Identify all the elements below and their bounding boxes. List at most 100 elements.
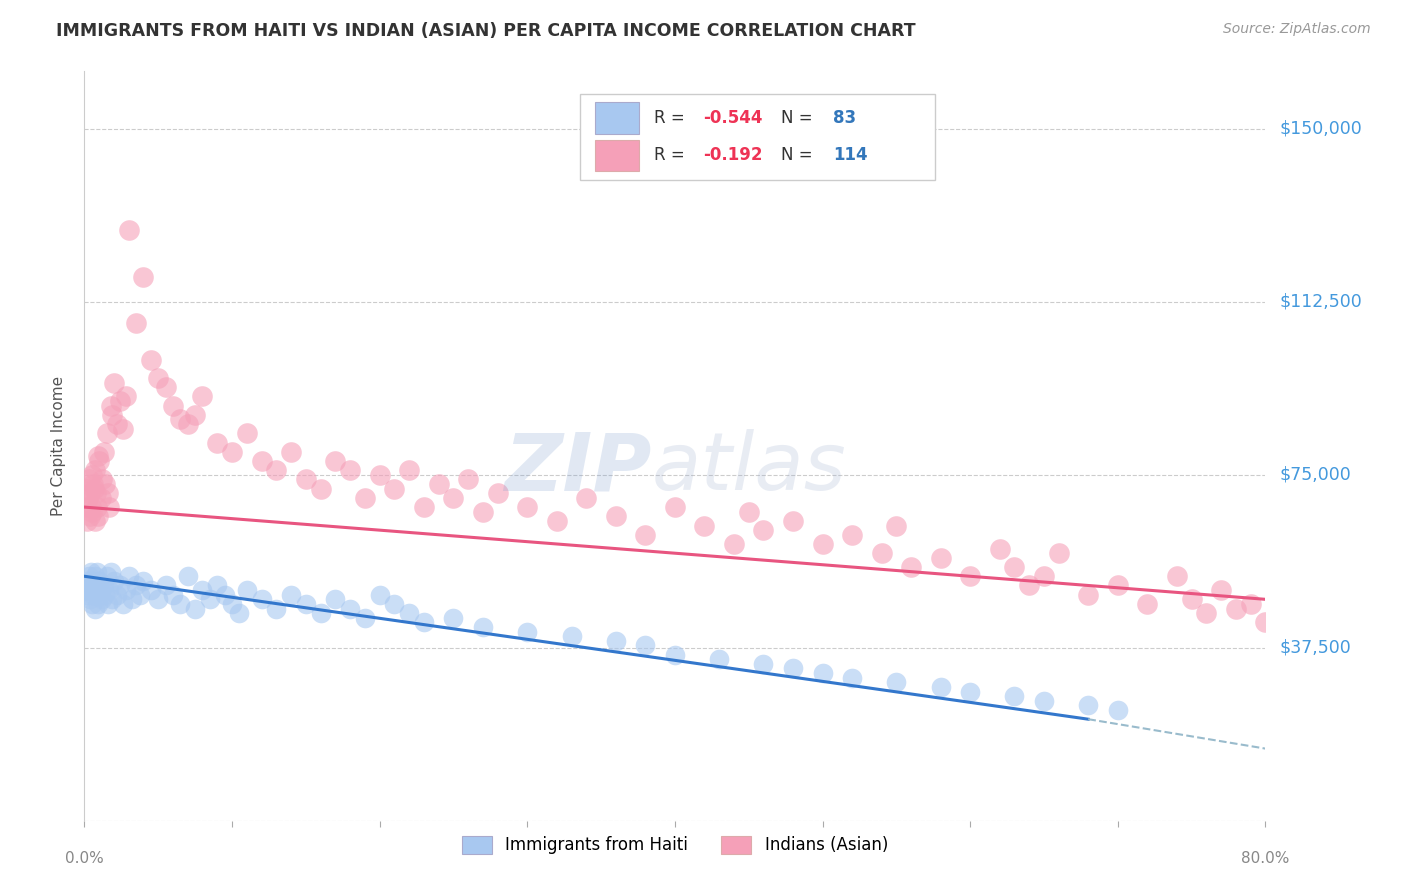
Point <box>929 550 952 565</box>
Point <box>79 486 101 500</box>
Point <box>221 444 243 458</box>
Point <box>1136 597 1159 611</box>
Point <box>250 592 273 607</box>
Point <box>103 574 125 588</box>
Point <box>782 661 804 675</box>
Point <box>1077 698 1099 713</box>
Text: IMMIGRANTS FROM HAITI VS INDIAN (ASIAN) PER CAPITA INCOME CORRELATION CHART: IMMIGRANTS FROM HAITI VS INDIAN (ASIAN) … <box>56 22 915 40</box>
FancyBboxPatch shape <box>581 94 935 180</box>
Text: $75,000: $75,000 <box>1279 466 1351 483</box>
Point <box>870 546 893 560</box>
Point <box>988 541 1011 556</box>
Point <box>664 648 686 662</box>
Point <box>811 666 834 681</box>
Text: Source: ZipAtlas.com: Source: ZipAtlas.com <box>1223 22 1371 37</box>
Point <box>354 491 377 505</box>
Point <box>575 491 598 505</box>
Point <box>86 565 108 579</box>
Point <box>83 482 105 496</box>
Point <box>76 574 98 588</box>
Point <box>228 606 250 620</box>
Point <box>105 417 128 431</box>
Point <box>87 578 110 592</box>
Point <box>76 482 98 496</box>
Point <box>339 463 361 477</box>
Point <box>103 376 125 390</box>
Point <box>280 588 302 602</box>
Point <box>250 454 273 468</box>
Point <box>148 592 170 607</box>
Point <box>101 592 124 607</box>
Point <box>80 467 103 482</box>
Text: 0.0%: 0.0% <box>65 851 104 865</box>
Point <box>1329 601 1351 615</box>
Point <box>664 500 686 514</box>
Point <box>125 578 148 592</box>
Text: atlas: atlas <box>651 429 846 508</box>
Point <box>129 588 152 602</box>
Point <box>886 675 908 690</box>
Point <box>368 588 391 602</box>
Point <box>1004 689 1026 703</box>
Point <box>1343 620 1365 634</box>
Point <box>1211 583 1233 598</box>
Point <box>443 611 465 625</box>
Point <box>325 454 347 468</box>
Point <box>1195 606 1218 620</box>
Text: $112,500: $112,500 <box>1279 293 1362 311</box>
Point <box>111 597 134 611</box>
Point <box>77 569 100 583</box>
Point <box>634 639 657 653</box>
Point <box>325 592 347 607</box>
Point <box>339 601 361 615</box>
Point <box>97 486 120 500</box>
Point <box>162 588 184 602</box>
Point <box>266 601 288 615</box>
Point <box>93 578 115 592</box>
Point <box>236 426 259 441</box>
Point <box>155 380 177 394</box>
Point <box>413 615 436 630</box>
Text: N =: N = <box>782 146 818 164</box>
Point <box>457 472 479 486</box>
Point <box>83 463 105 477</box>
Point <box>266 463 288 477</box>
Point <box>77 578 100 592</box>
Point <box>1358 611 1381 625</box>
Point <box>93 444 115 458</box>
Point <box>605 633 627 648</box>
Point <box>132 269 155 284</box>
Text: 114: 114 <box>834 146 868 164</box>
Point <box>295 472 318 486</box>
Point <box>516 624 538 639</box>
Point <box>1402 639 1406 653</box>
Point <box>1077 588 1099 602</box>
Point <box>413 500 436 514</box>
Point <box>738 505 761 519</box>
Point <box>1372 629 1395 643</box>
Point <box>561 629 583 643</box>
Point <box>76 514 98 528</box>
Point <box>86 597 108 611</box>
Point <box>398 606 420 620</box>
Point <box>80 597 103 611</box>
Point <box>1107 578 1129 592</box>
Point <box>184 408 207 422</box>
Point <box>82 505 104 519</box>
Point <box>101 408 124 422</box>
Point <box>959 684 981 698</box>
Point <box>752 523 775 537</box>
Point <box>184 601 207 615</box>
Point <box>811 537 834 551</box>
Point <box>76 588 98 602</box>
Point <box>221 597 243 611</box>
Point <box>1107 703 1129 717</box>
Point <box>177 569 200 583</box>
Point <box>79 509 101 524</box>
Point <box>114 583 136 598</box>
Point <box>108 578 131 592</box>
Point <box>886 518 908 533</box>
Point <box>443 491 465 505</box>
Point <box>114 389 136 403</box>
FancyBboxPatch shape <box>595 139 640 171</box>
